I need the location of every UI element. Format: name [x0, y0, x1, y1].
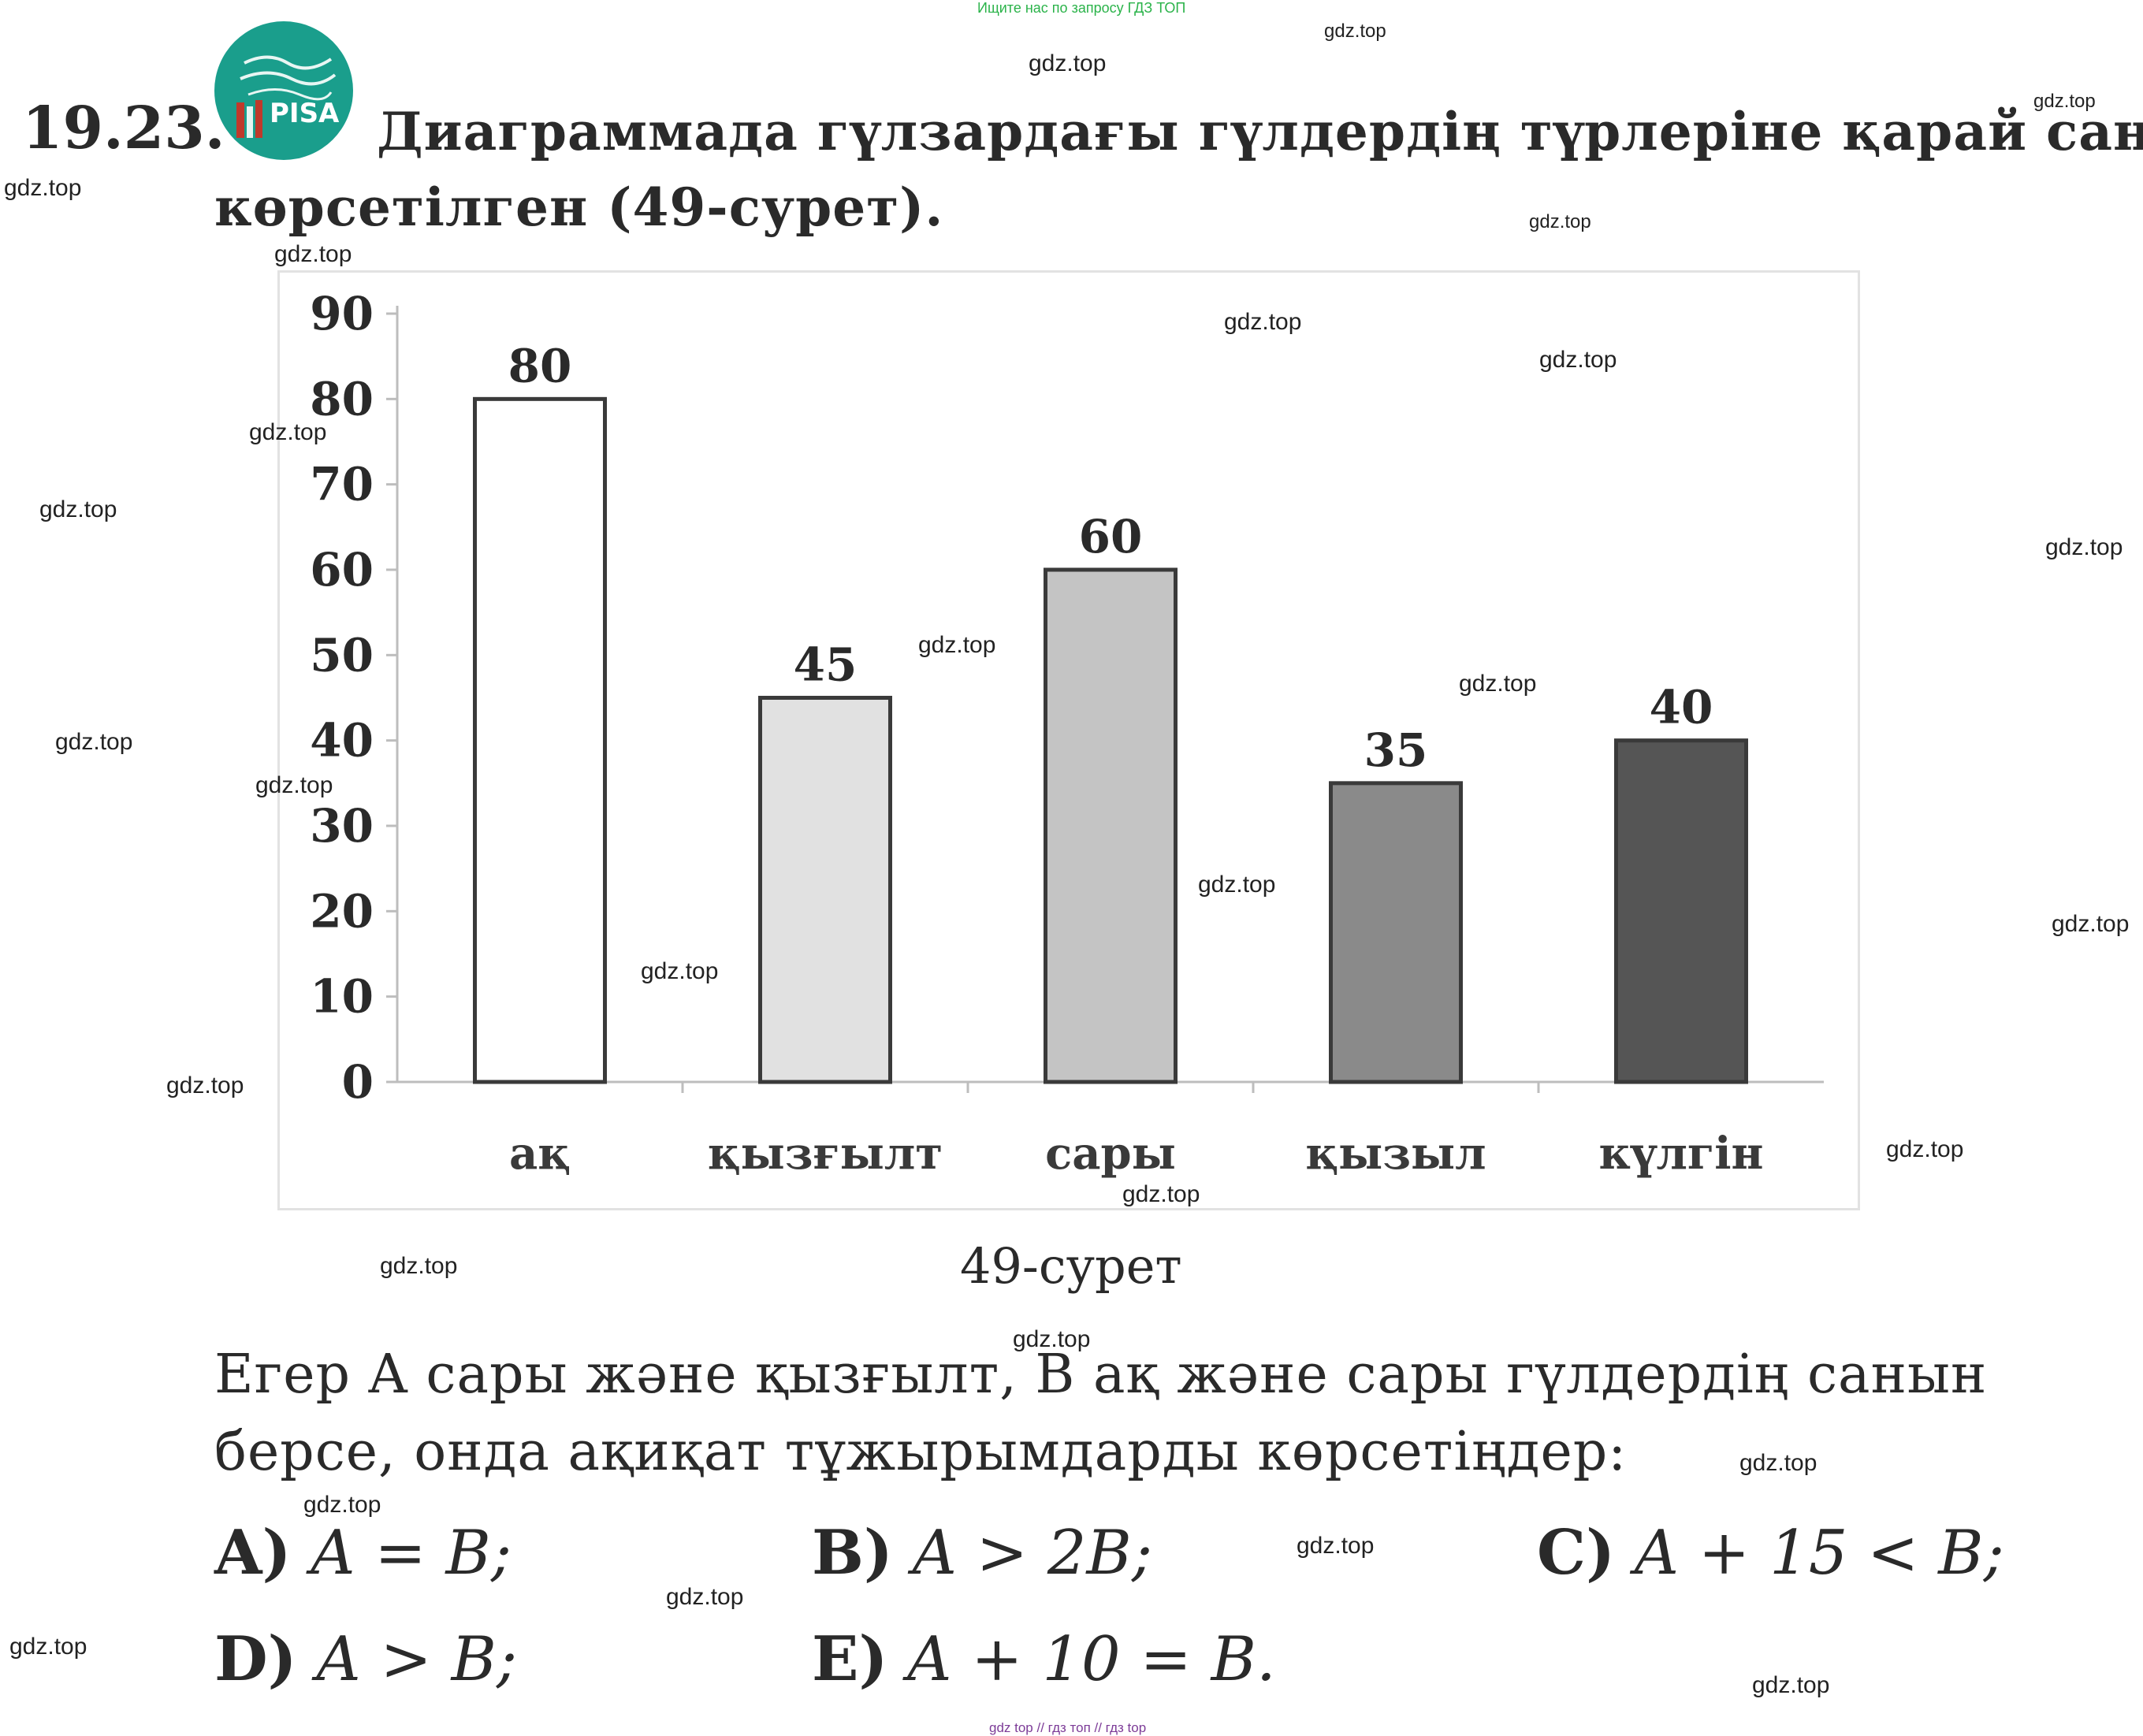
watermark: gdz.top: [1539, 347, 1617, 373]
question-line-2: көрсетілген (49-сурет).: [214, 177, 944, 238]
option-expression: A = B;: [311, 1518, 512, 1589]
x-category-label: қызыл: [1305, 1128, 1486, 1180]
watermark: gdz.top: [255, 772, 333, 798]
option-label: D): [214, 1623, 297, 1695]
question-line-1: Диаграммада гүлзардағы гүлдердің түрлері…: [377, 101, 2143, 162]
watermark: gdz.top: [303, 1492, 381, 1518]
watermark: gdz.top: [2045, 534, 2123, 560]
figure-caption: 49-сурет: [960, 1237, 1182, 1295]
y-tick-label: 90: [310, 287, 374, 340]
option-label: A): [214, 1517, 292, 1589]
bar: [758, 696, 892, 1084]
watermark: gdz.top: [1013, 1326, 1091, 1352]
option-expression: A > B;: [316, 1624, 518, 1695]
watermark: gdz.top: [1324, 20, 1386, 42]
chart-frame: [277, 270, 1860, 1210]
y-tick-label: 10: [310, 970, 374, 1024]
watermark: gdz.top: [918, 632, 996, 658]
watermark: gdz.top: [1198, 872, 1276, 898]
condition-line-2: берсе, онда ақиқат тұжырымдарды көрсетің…: [214, 1421, 1628, 1483]
bar-data-label: 60: [1079, 510, 1143, 563]
watermark: gdz.top: [249, 419, 327, 445]
watermark: gdz.top: [166, 1072, 244, 1098]
watermark: gdz.top: [1752, 1672, 1830, 1698]
condition-line-1: Егер A сары және қызғылт, B ақ және сары…: [214, 1344, 1988, 1406]
y-tick-label: 60: [310, 543, 374, 597]
watermark: gdz.top: [1459, 671, 1537, 697]
bar-chart: 0 10 20 30 40 50 60 70 80 90 80 ақ 45 қызғылт 60 сары 35…: [310, 287, 1824, 1180]
bar-data-label: 45: [794, 638, 858, 692]
y-tick-label: 0: [342, 1055, 374, 1109]
option-expression: A + 15 < B;: [1634, 1518, 2004, 1589]
watermark: gdz.top: [2033, 91, 2096, 112]
footer-text: gdz top // гдз топ // гдз top: [989, 1720, 1147, 1735]
task-number: 19.23.: [22, 95, 225, 162]
watermark: gdz.top: [1886, 1136, 1964, 1162]
y-tick-label: 80: [310, 372, 374, 426]
y-tick-label: 50: [310, 628, 374, 682]
y-tick-label: 70: [310, 458, 374, 511]
watermark: gdz.top: [666, 1584, 744, 1610]
option-a[interactable]: A) A = B;: [214, 1517, 512, 1589]
x-category-label: қызғылт: [708, 1128, 943, 1180]
watermark: gdz.top: [1529, 211, 1591, 232]
watermark: gdz.top: [4, 175, 82, 201]
option-e[interactable]: E) A + 10 = B.: [812, 1623, 1276, 1695]
watermark: gdz.top: [2052, 911, 2130, 937]
bar: [1044, 567, 1178, 1084]
watermark: gdz.top: [1739, 1450, 1817, 1476]
pisa-logo: PISA: [214, 21, 353, 160]
watermark: gdz.top: [274, 241, 352, 267]
y-tick-label: 40: [310, 714, 374, 768]
watermark: gdz.top: [1224, 309, 1302, 335]
top-banner-text: Ищите нас по запросу ГДЗ ТОП: [977, 0, 1186, 16]
x-category-label: ақ: [509, 1128, 571, 1180]
x-category-label: сары: [1045, 1128, 1176, 1180]
watermark: gdz.top: [641, 958, 719, 984]
option-b[interactable]: B) A > 2B;: [812, 1517, 1152, 1589]
bar: [1614, 738, 1748, 1084]
watermark: gdz.top: [1122, 1181, 1200, 1207]
watermark: gdz.top: [1297, 1533, 1375, 1559]
option-label: E): [812, 1623, 888, 1695]
option-d[interactable]: D) A > B;: [214, 1623, 517, 1695]
option-c[interactable]: C) A + 15 < B;: [1537, 1517, 2004, 1589]
y-tick-label: 20: [310, 884, 374, 938]
bar-data-label: 35: [1364, 723, 1428, 777]
logo-text: PISA: [270, 98, 340, 129]
x-category-label: күлгін: [1598, 1128, 1763, 1180]
bar-data-label: 80: [508, 339, 572, 392]
y-tick-label: 30: [310, 799, 374, 853]
bar: [1329, 781, 1463, 1084]
watermark: gdz.top: [9, 1634, 87, 1660]
bar-data-label: 40: [1650, 681, 1713, 734]
watermark: gdz.top: [380, 1253, 458, 1279]
option-expression: A > 2B;: [912, 1518, 1153, 1589]
option-label: C): [1537, 1517, 1615, 1589]
bar: [473, 396, 607, 1084]
watermark: gdz.top: [55, 729, 133, 755]
watermark: gdz.top: [1029, 50, 1107, 76]
option-label: B): [812, 1517, 893, 1589]
watermark: gdz.top: [39, 496, 117, 522]
option-expression: A + 10 = B.: [907, 1624, 1276, 1695]
